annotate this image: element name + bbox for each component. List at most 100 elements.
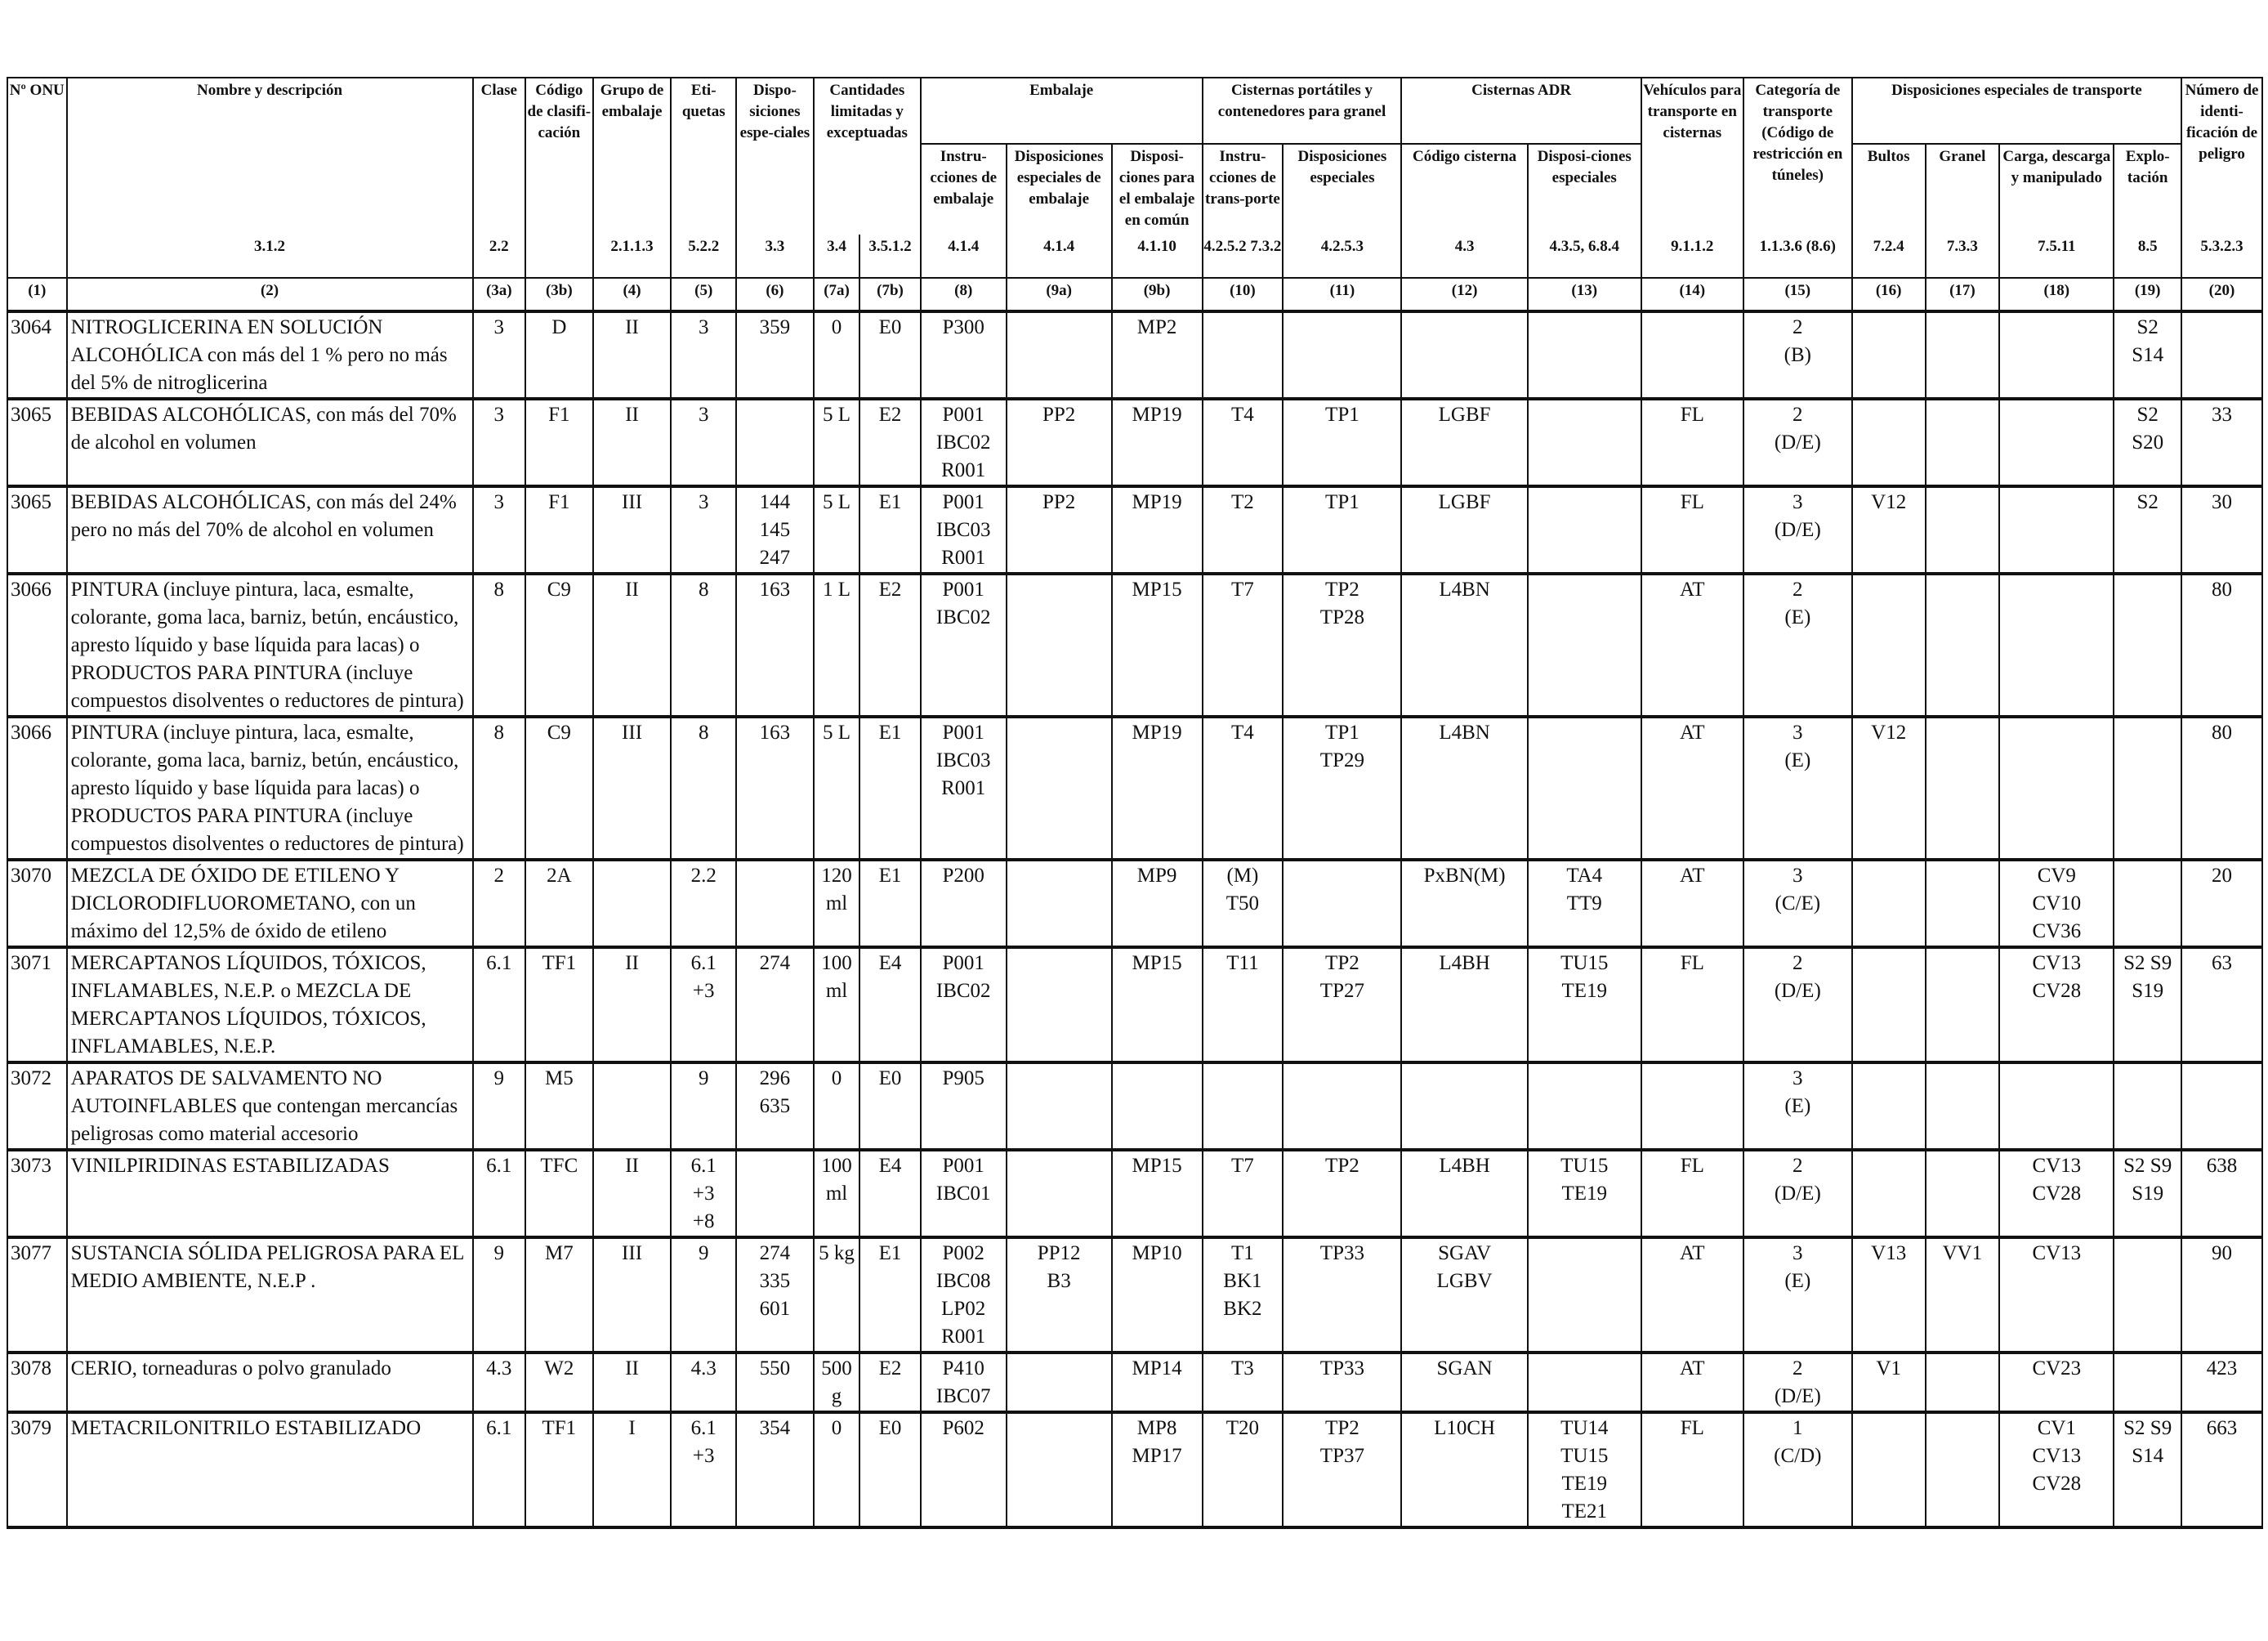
- cell-granel: VV1: [1924, 1236, 2001, 1354]
- table-body: 3064 NITROGLICERINA EN SOLUCIÓN ALCOHÓLIC…: [7, 310, 2263, 1529]
- cell-etiquetas: 9: [670, 1061, 738, 1151]
- header-reference: 7.5.11: [1998, 235, 2115, 279]
- cell-clase: 8: [471, 572, 527, 718]
- cell-disposiciones: 144 145 247: [735, 485, 815, 575]
- cell-cantidad-exceptuada: E0: [859, 1061, 922, 1151]
- cell-bultos: V12: [1851, 715, 1926, 861]
- cell-grupo: III: [592, 485, 672, 575]
- table-row: 3078 CERIO, torneaduras o polvo granulado…: [7, 1351, 2263, 1414]
- cell-granel: [1924, 1351, 2001, 1414]
- header-column-number: (6): [735, 277, 815, 313]
- cell-onu: 3079: [7, 1411, 68, 1529]
- cell-explotacion: [2113, 1351, 2183, 1414]
- header-reference: 4.2.5.2 7.3.2: [1201, 235, 1284, 279]
- cell-instr-embalaje: P001 IBC02 R001: [919, 397, 1007, 488]
- header-reference: 3.1.2: [65, 235, 474, 279]
- cell-categoria: 2 (B): [1742, 310, 1853, 400]
- cell-instr-embalaje: P001 IBC03 R001: [919, 485, 1007, 575]
- cell-disp-esp-cisterna: TP1: [1282, 485, 1403, 575]
- cell-name: SUSTANCIA SÓLIDA PELIGROSA PARA EL MEDIO…: [65, 1236, 474, 1354]
- cell-codigo-cisterna: L4BN: [1400, 715, 1529, 861]
- cell-disp-esp-adr: [1526, 715, 1642, 861]
- cell-cantidad-exceptuada: E2: [859, 1351, 922, 1414]
- cell-explotacion: S2 S20: [2113, 397, 2183, 488]
- cell-name: PINTURA (incluye pintura, laca, esmalte,…: [65, 572, 474, 718]
- header-reference: 5.2.2: [670, 235, 738, 279]
- cell-cantidad-limitada: 100 ml: [812, 1148, 861, 1239]
- cell-disp-esp-cisterna: [1282, 310, 1403, 400]
- header-column-number: (3b): [525, 277, 594, 313]
- header-reference: 3.4: [812, 235, 861, 279]
- cell-etiquetas: 4.3: [670, 1351, 738, 1414]
- header-cantidades-blank: [812, 144, 922, 235]
- header-reference: 7.3.3: [1924, 235, 2001, 279]
- cell-disp-esp-adr: [1526, 397, 1642, 488]
- cell-grupo: II: [592, 572, 672, 718]
- cell-onu: 3072: [7, 1061, 68, 1151]
- cell-codigo-cisterna: [1400, 310, 1529, 400]
- header-references-row: 3.1.2 2.2 2.1.1.3 5.2.2 3.3 3.4 3.5.1.2 4.1.4 4.…: [7, 235, 2263, 279]
- cell-bultos: [1851, 1411, 1926, 1529]
- cell-codigo: C9: [525, 715, 594, 861]
- cell-categoria: 2 (D/E): [1742, 1148, 1853, 1239]
- cell-numero-peligro: 638: [2181, 1148, 2263, 1239]
- header-bultos: Bultos: [1851, 143, 1926, 235]
- cell-bultos: V12: [1851, 485, 1926, 575]
- header-reference: [525, 235, 594, 279]
- table-row: 3079 METACRILONITRILO ESTABILIZADO 6.1 TF1 I…: [7, 1411, 2263, 1529]
- cell-numero-peligro: 63: [2181, 946, 2263, 1064]
- cell-vehiculo: FL: [1640, 397, 1744, 488]
- header-reference: 4.1.10: [1110, 235, 1203, 279]
- cell-carga: CV9 CV10 CV36: [1998, 858, 2115, 949]
- cell-instr-transporte: T1 BK1 BK2: [1201, 1236, 1284, 1354]
- cell-vehiculo: FL: [1640, 485, 1744, 575]
- cell-etiquetas: 6.1 +3 +8: [670, 1148, 738, 1239]
- header-column-number: (19): [2113, 277, 2183, 313]
- cell-codigo-cisterna: SGAN: [1400, 1351, 1529, 1414]
- cell-etiquetas: 3: [670, 485, 738, 575]
- cell-carga: [1998, 715, 2115, 861]
- header-granel: Granel: [1924, 143, 2001, 235]
- cell-cantidad-limitada: 100 ml: [812, 946, 861, 1064]
- cell-codigo: C9: [525, 572, 594, 718]
- cell-granel: [1924, 485, 2001, 575]
- cell-disp-esp-embalaje: [1005, 715, 1113, 861]
- cell-granel: [1924, 715, 2001, 861]
- header-reference: 4.1.4: [919, 235, 1007, 279]
- cell-vehiculo: AT: [1640, 572, 1744, 718]
- cell-instr-transporte: [1201, 310, 1284, 400]
- cell-grupo: III: [592, 1236, 672, 1354]
- cell-instr-transporte: T4: [1201, 715, 1284, 861]
- header-codigo-cisterna: Código cisterna: [1400, 143, 1529, 235]
- header-column-number: (16): [1851, 277, 1926, 313]
- cell-bultos: V1: [1851, 1351, 1926, 1414]
- cell-disp-comun: MP9: [1110, 858, 1203, 949]
- cell-bultos: [1851, 1061, 1926, 1151]
- cell-name: MERCAPTANOS LÍQUIDOS, TÓXICOS, INFLAMABL…: [65, 946, 474, 1064]
- table-header: Nº ONU Nombre y descripción Clase Código…: [7, 77, 2263, 313]
- cell-codigo: TF1: [525, 1411, 594, 1529]
- cell-onu: 3073: [7, 1148, 68, 1239]
- cell-disp-comun: MP2: [1110, 310, 1203, 400]
- cell-disposiciones: 163: [735, 715, 815, 861]
- cell-instr-embalaje: P002 IBC08 LP02 R001: [919, 1236, 1007, 1354]
- cell-disp-esp-embalaje: PP2: [1005, 397, 1113, 488]
- cell-clase: 9: [471, 1061, 527, 1151]
- cell-instr-transporte: [1201, 1061, 1284, 1151]
- cell-clase: 6.1: [471, 1148, 527, 1239]
- table-row: 3071 MERCAPTANOS LÍQUIDOS, TÓXICOS, INFLA…: [7, 946, 2263, 1064]
- cell-instr-transporte: T7: [1201, 572, 1284, 718]
- header-instr-embalaje: Instru-cciones de embalaje: [919, 143, 1007, 235]
- header-reference: 2.1.1.3: [592, 235, 672, 279]
- header-column-numbers-row: (1) (2) (3a) (3b) (4) (5) (6) (7a) (7b) (8) (9a) (9…: [7, 277, 2263, 313]
- cell-carga: [1998, 485, 2115, 575]
- cell-clase: 2: [471, 858, 527, 949]
- cell-name: CERIO, torneaduras o polvo granulado: [65, 1351, 474, 1414]
- header-column-number: (5): [670, 277, 738, 313]
- cell-granel: [1924, 1148, 2001, 1239]
- cell-explotacion: S2 S9 S19: [2113, 946, 2183, 1064]
- cell-carga: CV13 CV28: [1998, 946, 2115, 1064]
- cell-disp-esp-adr: [1526, 1061, 1642, 1151]
- cell-cantidad-limitada: 5 kg: [812, 1236, 861, 1354]
- cell-explotacion: S2: [2113, 485, 2183, 575]
